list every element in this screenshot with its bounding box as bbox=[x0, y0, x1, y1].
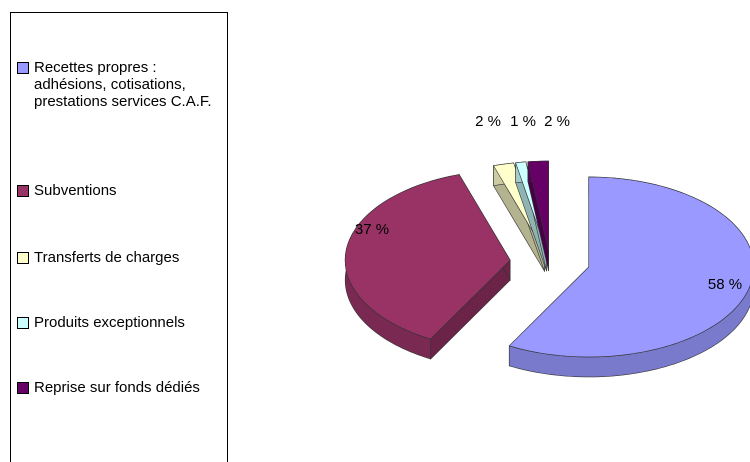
legend-label: Produits exceptionnels bbox=[34, 314, 185, 331]
legend-label: Reprise sur fonds dédiés bbox=[34, 379, 200, 396]
slice-top bbox=[508, 176, 750, 358]
legend-item: Transferts de charges bbox=[17, 249, 217, 266]
data-label: 37 % bbox=[355, 221, 389, 238]
legend-label: Transferts de charges bbox=[34, 249, 180, 266]
legend-label: Recettes propres : adhésions, cotisation… bbox=[34, 59, 212, 110]
data-label: 2 % bbox=[475, 113, 501, 130]
legend-swatch bbox=[17, 317, 29, 329]
legend-label: Subventions bbox=[34, 182, 117, 199]
legend: Recettes propres : adhésions, cotisation… bbox=[10, 12, 228, 462]
legend-item: Reprise sur fonds dédiés bbox=[17, 379, 217, 396]
legend-item: Produits exceptionnels bbox=[17, 314, 217, 331]
legend-item: Recettes propres : adhésions, cotisation… bbox=[17, 59, 217, 110]
legend-swatch bbox=[17, 185, 29, 197]
slice-top bbox=[527, 160, 549, 252]
slice bbox=[344, 173, 511, 360]
slice bbox=[508, 176, 750, 378]
slice bbox=[527, 160, 549, 272]
legend-item: Subventions bbox=[17, 182, 217, 199]
legend-swatch bbox=[17, 252, 29, 264]
legend-swatch bbox=[17, 62, 29, 74]
data-label: 58 % bbox=[708, 276, 742, 293]
slice-top bbox=[344, 174, 511, 340]
legend-swatch bbox=[17, 382, 29, 394]
data-label: 2 % bbox=[544, 113, 570, 130]
data-label: 1 % bbox=[510, 113, 536, 130]
